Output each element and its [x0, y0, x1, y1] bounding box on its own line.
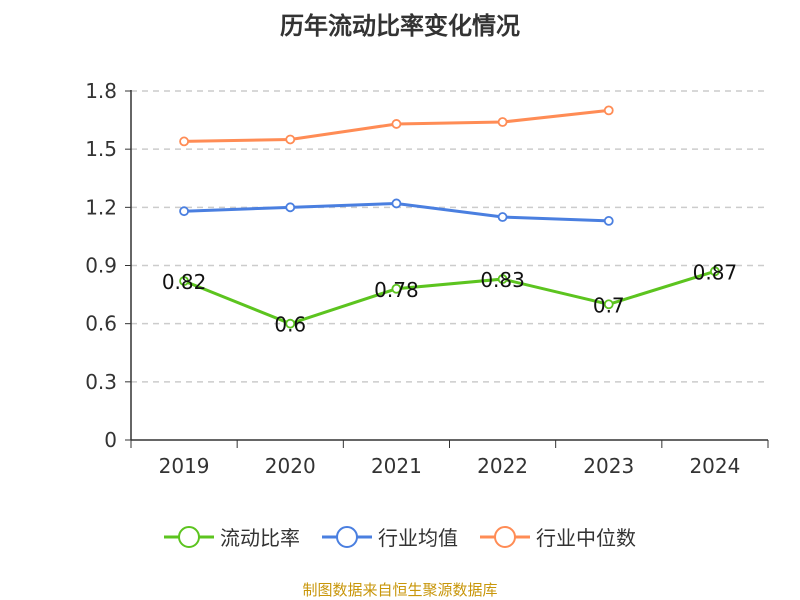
series-line-0 [183, 269, 716, 326]
y-tick-label: 1.5 [85, 137, 117, 161]
legend-label: 流动比率 [220, 526, 300, 550]
legend-item[interactable]: 流动比率 [164, 522, 300, 551]
legend: 流动比率 行业均值 行业中位数 [0, 522, 800, 551]
data-point [285, 202, 296, 213]
y-tick-label: 1.2 [85, 195, 117, 219]
legend-marker-icon [480, 525, 530, 548]
data-label: 0.6 [274, 313, 306, 337]
legend-marker-icon [164, 525, 214, 548]
x-tick-label: 2019 [159, 454, 210, 478]
legend-item[interactable]: 行业均值 [322, 522, 458, 551]
legend-item[interactable]: 行业中位数 [480, 522, 636, 551]
x-tick-label: 2020 [265, 454, 316, 478]
data-point [285, 134, 296, 145]
data-point [391, 198, 402, 209]
data-point [603, 299, 614, 310]
data-point [710, 266, 720, 277]
data-point [391, 119, 402, 129]
data-label: 0.87 [693, 260, 738, 284]
data-point [497, 117, 508, 127]
data-label: 0.7 [593, 293, 625, 317]
data-label: 0.82 [162, 270, 207, 294]
y-tick-label: 0.3 [85, 370, 117, 394]
data-point [179, 136, 189, 147]
chart-title: 历年流动比率变化情况 [280, 12, 520, 40]
data-point [179, 276, 189, 286]
x-tick-label: 2021 [371, 454, 422, 478]
y-tick-label: 0 [104, 428, 117, 452]
y-tick-label: 1.8 [85, 79, 117, 103]
data-point [391, 283, 402, 294]
legend-label: 行业均值 [378, 526, 458, 550]
x-tick-label: 2024 [689, 454, 740, 478]
y-tick-label: 0.9 [85, 254, 117, 278]
data-point [603, 105, 614, 116]
data-point [603, 216, 614, 226]
data-point [497, 274, 508, 284]
data-label: 0.83 [480, 268, 525, 292]
legend-marker-icon [322, 525, 372, 548]
data-point [497, 212, 508, 222]
data-point [285, 318, 296, 329]
legend-label: 行业中位数 [536, 526, 636, 550]
y-tick-label: 0.6 [85, 312, 117, 336]
data-label: 0.78 [374, 278, 419, 302]
x-tick-label: 2023 [583, 454, 634, 478]
data-point [179, 206, 189, 217]
source-note: 制图数据来自恒生聚源数据库 [302, 581, 498, 599]
x-tick-label: 2022 [477, 454, 528, 478]
